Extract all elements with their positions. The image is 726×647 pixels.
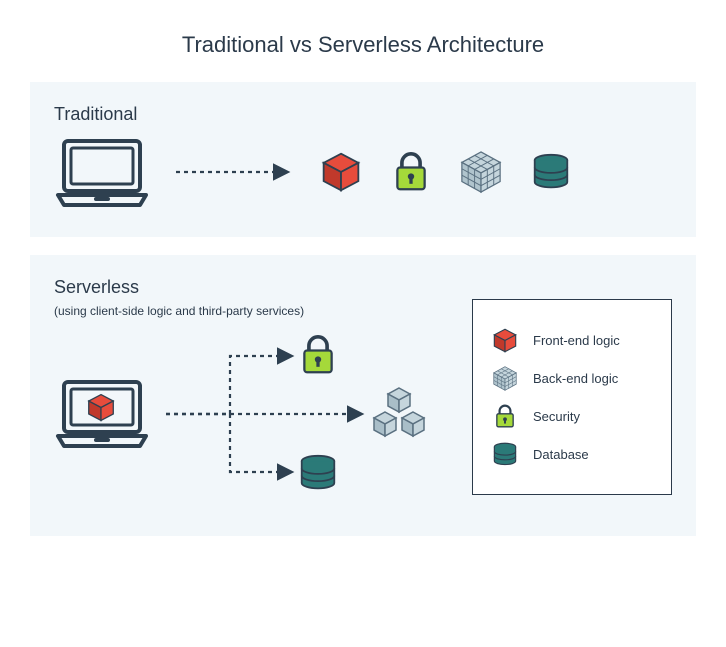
database-icon [528,149,574,195]
database-icon [298,454,338,492]
arrow-right-icon [174,162,294,182]
cube-red-icon [491,326,519,354]
lock-icon [491,402,519,430]
cube-cluster-icon [370,386,428,440]
database-icon [491,440,519,468]
legend-label: Security [533,409,580,424]
legend-item: Front-end logic [491,326,653,354]
legend-item: Database [491,440,653,468]
grid-cube-icon [491,364,519,392]
heading-traditional: Traditional [54,104,672,125]
panel-traditional: Traditional [30,82,696,237]
grid-cube-icon [458,149,504,195]
traditional-row [54,135,672,209]
legend-box: Front-end logic Back-end logic Security … [472,299,672,495]
heading-serverless: Serverless [54,277,672,298]
legend-item: Back-end logic [491,364,653,392]
legend-label: Database [533,447,589,462]
laptop-with-cube-icon [54,376,150,450]
laptop-icon [54,135,150,209]
branch-diagram [160,332,450,502]
lock-icon [298,334,338,376]
legend-item: Security [491,402,653,430]
legend-label: Front-end logic [533,333,620,348]
lock-icon [388,149,434,195]
cube-red-icon [318,149,364,195]
legend-label: Back-end logic [533,371,618,386]
panel-serverless: Serverless (using client-side logic and … [30,255,696,536]
diagram-title: Traditional vs Serverless Architecture [30,32,696,58]
